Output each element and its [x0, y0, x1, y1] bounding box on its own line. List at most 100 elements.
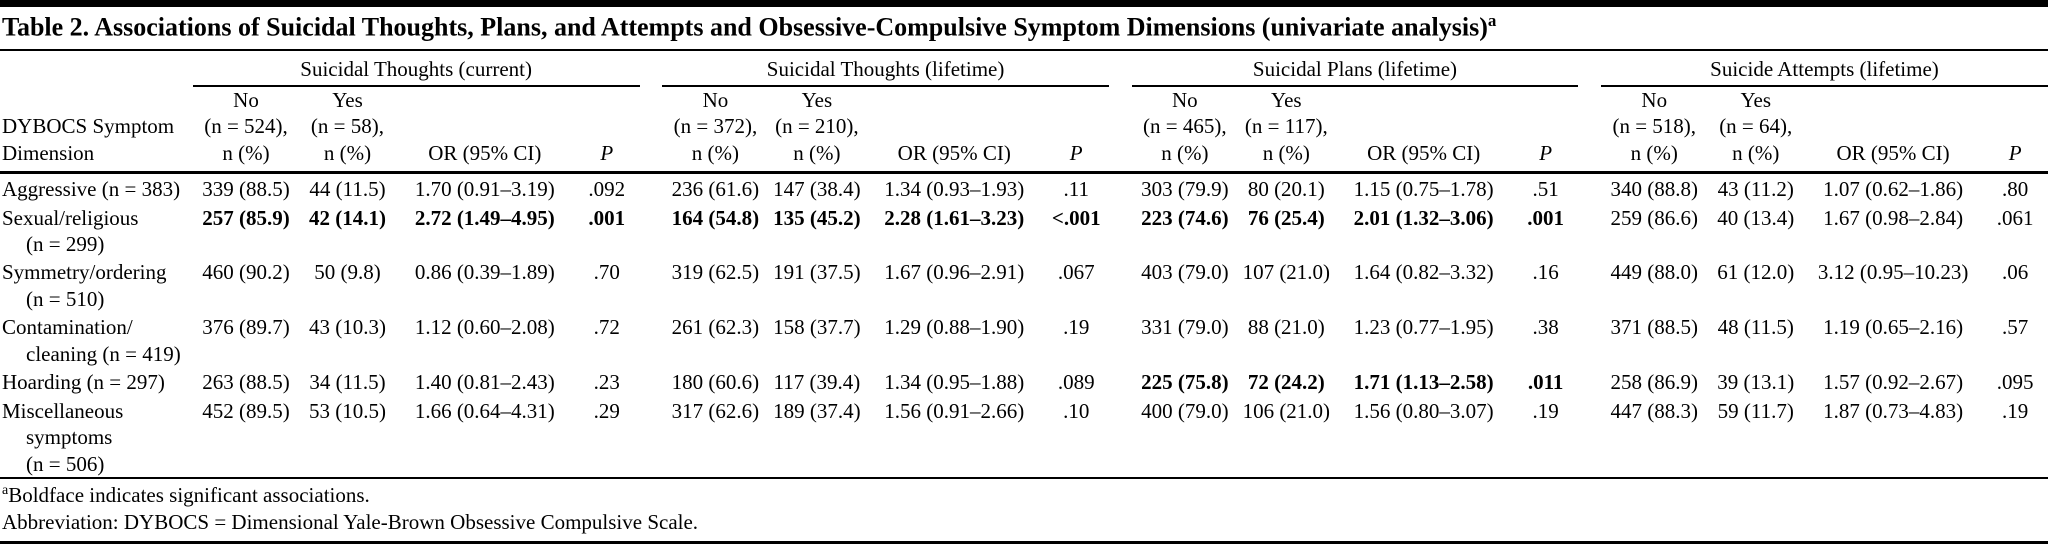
table-cell: 223 (74.6) [1141, 205, 1229, 230]
column-header-p: P [1512, 85, 1579, 175]
table-cell: 1.29 (0.88–1.90) [884, 315, 1025, 340]
table-cell: 1.12 (0.60–2.08) [414, 315, 555, 340]
column-header-dimension: DYBOCS Symptom Dimension [0, 85, 193, 175]
table-cell: .19 [1063, 315, 1090, 340]
table-cell: 1.34 (0.93–1.93) [884, 177, 1025, 202]
table-cell: 2.01 (1.32–3.06) [1353, 205, 1494, 230]
table-cell: 447 (88.3) [1610, 398, 1699, 423]
table-cell: 117 (39.4) [773, 370, 861, 395]
column-header-yes: Yes (n = 58), n (%) [299, 85, 396, 175]
column-header-or: OR (95% CI) [865, 85, 1044, 175]
table-row-sexual-religious: Sexual/religious (n = 299) 257 (85.9) 42… [0, 203, 2048, 258]
table-cell: 72 (24.2) [1247, 370, 1325, 395]
table-cell: 340 (88.8) [1610, 177, 1699, 202]
table-cell: .001 [1527, 205, 1565, 230]
table-row-contamination-cleaning: Contamination/ cleaning (n = 419) 376 (8… [0, 312, 2048, 367]
column-spacer [1578, 85, 1601, 175]
column-header-or: OR (95% CI) [1334, 85, 1513, 175]
table-cell: 376 (89.7) [202, 315, 290, 340]
table-cell: 1.67 (0.96–2.91) [884, 260, 1025, 285]
table-cell: 107 (21.0) [1242, 260, 1331, 285]
table-cell: 53 (10.5) [308, 398, 386, 423]
table-cell: 1.57 (0.92–2.67) [1823, 370, 1964, 395]
column-spacer [1109, 367, 1132, 395]
column-spacer [640, 312, 663, 367]
table-cell: 225 (75.8) [1141, 370, 1229, 395]
table-cell: 1.40 (0.81–2.43) [414, 370, 555, 395]
column-spacer [640, 367, 663, 395]
table-cell: 1.07 (0.62–1.86) [1823, 177, 1964, 202]
table-cell: 43 (10.3) [308, 315, 386, 340]
table-cell: 80 (20.1) [1247, 177, 1325, 202]
table-cell: .067 [1057, 260, 1095, 285]
table-cell: 40 (13.4) [1717, 205, 1795, 230]
table-cell: 59 (11.7) [1717, 398, 1794, 423]
table-title-footnote-marker: a [1487, 11, 1497, 30]
table-cell: 135 (45.2) [773, 205, 861, 230]
table-cell: .70 [593, 260, 620, 285]
table-cell: 44 (11.5) [309, 177, 386, 202]
column-spacer [1578, 396, 1601, 477]
column-spacer [640, 396, 663, 477]
table-cell: 258 (86.9) [1610, 370, 1699, 395]
column-spacer [1109, 396, 1132, 477]
column-header-or: OR (95% CI) [1803, 85, 1983, 175]
column-header-yes: Yes (n = 210), n (%) [768, 85, 866, 175]
footnote-abbreviation: Abbreviation: DYBOCS = Dimensional Yale-… [2, 509, 699, 534]
column-spacer [1578, 203, 1601, 258]
table-cell: 452 (89.5) [202, 398, 290, 423]
row-label: Contamination/ cleaning (n = 419) [2, 315, 181, 366]
column-header-no: No (n = 518), n (%) [1600, 85, 1708, 175]
table-cell: 331 (79.0) [1141, 315, 1229, 340]
table-cell: .16 [1532, 260, 1559, 285]
table-cell: .19 [2002, 398, 2029, 423]
table-row-symmetry-ordering: Symmetry/ordering (n = 510) 460 (90.2) 5… [0, 257, 2048, 312]
group-header-row: Suicidal Thoughts (current) Suicidal Tho… [0, 51, 2048, 87]
table-cell: 50 (9.8) [314, 260, 381, 285]
group-header-suicide-attempts-lifetime: Suicide Attempts (lifetime) [1600, 51, 2048, 87]
column-spacer [1109, 312, 1132, 367]
table-cell: .23 [593, 370, 620, 395]
table-cell: 88 (21.0) [1247, 315, 1325, 340]
column-spacer [1578, 51, 1601, 85]
footnote-marker: a [2, 483, 9, 499]
column-spacer [1109, 257, 1132, 312]
table-cell: 0.86 (0.39–1.89) [414, 260, 555, 285]
table-cell: 43 (11.2) [1717, 177, 1794, 202]
table-cell: .061 [1996, 205, 2034, 230]
table-cell: 263 (88.5) [202, 370, 290, 395]
table-cell: 189 (37.4) [773, 398, 861, 423]
table-cell: 147 (38.4) [773, 177, 861, 202]
column-header-p: P [574, 85, 640, 175]
group-header-stub-spacer [0, 51, 193, 85]
table-cell: .19 [1532, 398, 1559, 423]
table-cell: 317 (62.6) [671, 398, 760, 423]
group-header-suicidal-plans-lifetime: Suicidal Plans (lifetime) [1131, 51, 1579, 87]
table-cell: 1.64 (0.82–3.32) [1353, 260, 1494, 285]
column-spacer [640, 173, 663, 203]
table-cell: 236 (61.6) [671, 177, 760, 202]
table-cell: .089 [1057, 370, 1095, 395]
table-cell: 3.12 (0.95–10.23) [1817, 260, 1969, 285]
table-cell: 403 (79.0) [1141, 260, 1229, 285]
table-cell: .80 [2002, 177, 2029, 202]
table-cell: 76 (25.4) [1247, 205, 1325, 230]
table-cell: 164 (54.8) [671, 205, 760, 230]
column-header-no: No (n = 465), n (%) [1131, 85, 1239, 175]
table-cell: 42 (14.1) [308, 205, 386, 230]
table-cell: .51 [1532, 177, 1559, 202]
table-cell: .11 [1063, 177, 1089, 202]
table-cell: 191 (37.5) [773, 260, 861, 285]
table-title: Table 2. Associations of Suicidal Though… [0, 0, 2048, 52]
row-label: Sexual/religious (n = 299) [2, 205, 139, 256]
column-spacer [640, 203, 663, 258]
footnote-significance: aBoldface indicates significant associat… [2, 483, 370, 508]
column-spacer [1578, 173, 1601, 203]
table-cell: 1.71 (1.13–2.58) [1353, 370, 1494, 395]
table-cell: .29 [593, 398, 620, 423]
table-cell: 449 (88.0) [1610, 260, 1699, 285]
table-cell: 257 (85.9) [202, 205, 290, 230]
table-cell: 400 (79.0) [1141, 398, 1229, 423]
column-spacer [1109, 85, 1132, 175]
table-cell: 1.15 (0.75–1.78) [1353, 177, 1494, 202]
